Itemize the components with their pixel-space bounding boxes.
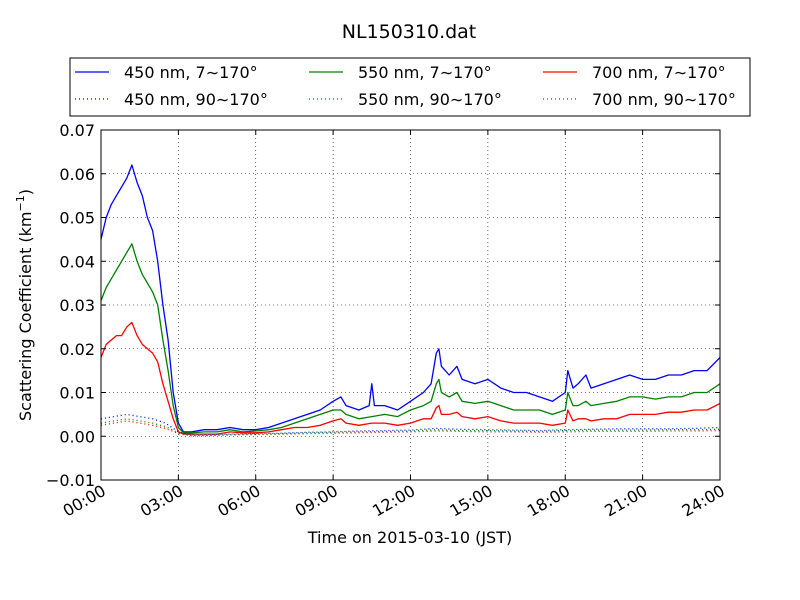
legend: 450 nm, 7∼170° 550 nm, 7∼170° 700 nm, 7∼17… bbox=[69, 57, 751, 117]
y-axis-label-unit-exponent: −1 bbox=[14, 195, 27, 211]
x-tick-label: 06:00 bbox=[214, 481, 263, 521]
y-tick-label: 0.00 bbox=[59, 427, 95, 446]
y-tick-label: 0.01 bbox=[59, 384, 95, 403]
legend-label: 550 nm, 7∼170° bbox=[358, 63, 492, 82]
ticks: 00:00 03:00 06:00 09:00 12:00 15:00 18:00 21:00… bbox=[46, 121, 728, 521]
x-tick-label: 18:00 bbox=[524, 481, 573, 521]
y-tick-label: 0.07 bbox=[59, 121, 95, 140]
series-line-3 bbox=[100, 321, 721, 435]
series-line-6 bbox=[100, 420, 721, 437]
series-line-2 bbox=[100, 243, 721, 434]
legend-label: 450 nm, 90∼170° bbox=[124, 90, 268, 109]
y-tick-label: 0.02 bbox=[59, 340, 95, 359]
grid bbox=[101, 130, 720, 480]
y-axis-label: Scattering Coefficient (km−1) bbox=[14, 189, 35, 421]
chart-title: NL150310.dat bbox=[342, 21, 477, 43]
legend-label: 550 nm, 90∼170° bbox=[358, 90, 502, 109]
x-tick-label: 21:00 bbox=[601, 481, 650, 521]
y-tick-label: 0.06 bbox=[59, 165, 95, 184]
y-axis-label-main: Scattering Coefficient (km bbox=[16, 211, 35, 421]
legend-label: 700 nm, 7∼170° bbox=[592, 63, 726, 82]
legend-label: 450 nm, 7∼170° bbox=[124, 63, 258, 82]
y-tick-label: 0.03 bbox=[59, 296, 95, 315]
y-tick-label: −0.01 bbox=[46, 471, 95, 490]
y-tick-label: 0.04 bbox=[59, 252, 95, 271]
x-tick-label: 12:00 bbox=[369, 481, 418, 521]
legend-label: 700 nm, 90∼170° bbox=[592, 90, 736, 109]
y-tick-label: 0.05 bbox=[59, 209, 95, 228]
x-axis-label: Time on 2015-03-10 (JST) bbox=[307, 528, 512, 547]
x-tick-label: 03:00 bbox=[137, 481, 186, 521]
series-line-1 bbox=[100, 164, 721, 433]
legend-box bbox=[69, 57, 751, 117]
series-group bbox=[100, 164, 721, 437]
x-tick-label: 24:00 bbox=[679, 481, 728, 521]
x-tick-label: 15:00 bbox=[446, 481, 495, 521]
x-tick-label: 09:00 bbox=[292, 481, 341, 521]
series-line-5 bbox=[100, 418, 721, 437]
y-axis-label-close: ) bbox=[16, 189, 35, 195]
